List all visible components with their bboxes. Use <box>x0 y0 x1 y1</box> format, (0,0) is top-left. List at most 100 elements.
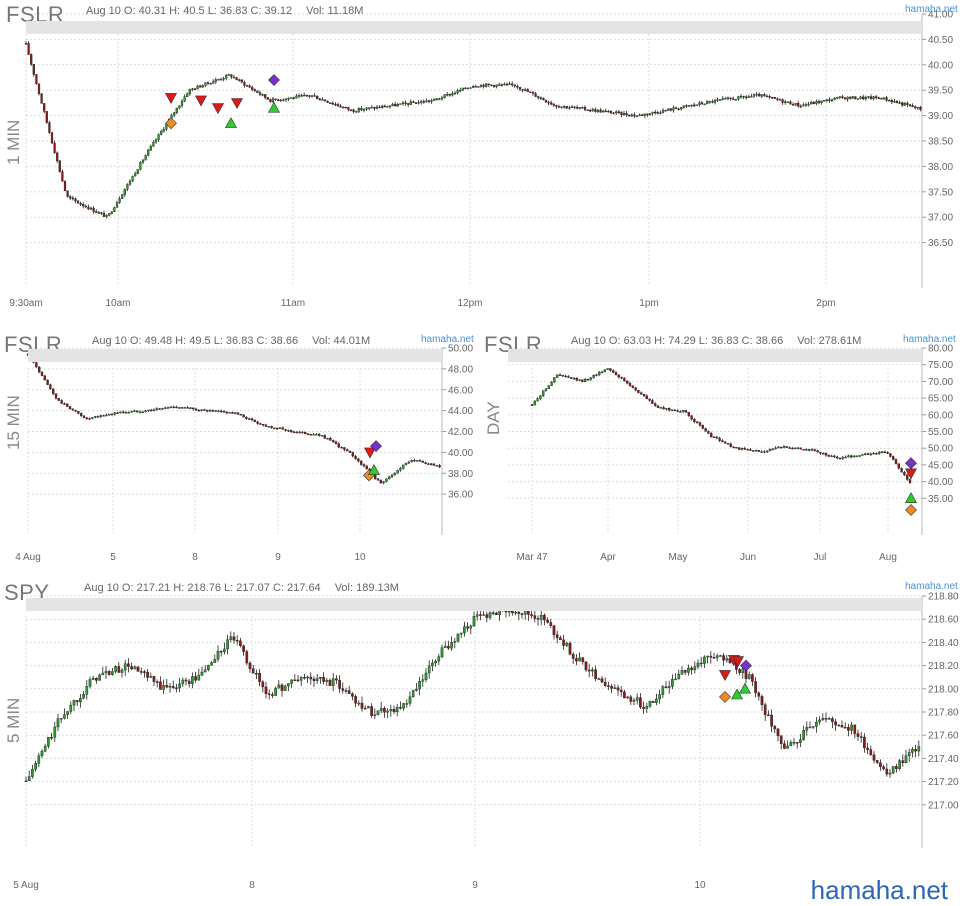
brand-link[interactable]: hamaha.net <box>905 581 958 592</box>
candle-down <box>735 447 738 449</box>
candle-up <box>584 379 587 382</box>
candle-up <box>479 84 483 87</box>
candle-down <box>754 681 757 694</box>
candle-up <box>277 684 281 689</box>
candle-up <box>399 103 402 105</box>
candle-up <box>841 457 844 459</box>
candle-up <box>440 97 444 100</box>
candle-down <box>251 668 255 674</box>
candle-up <box>661 686 665 695</box>
candle-down <box>292 431 296 433</box>
candle-up <box>373 714 377 717</box>
timeframe-label: 1 MIN <box>4 119 23 165</box>
candle-up <box>141 159 145 163</box>
y-tick-label: 41.00 <box>928 10 953 21</box>
candle-down <box>600 678 604 683</box>
candle-down <box>656 112 659 114</box>
candle-down <box>300 95 303 97</box>
candle-up <box>207 664 210 671</box>
candle-up <box>578 379 581 381</box>
candle-up <box>917 746 921 752</box>
y-tick-label: 37.50 <box>928 187 953 198</box>
y-tick-label: 218.80 <box>928 592 959 603</box>
candle-down <box>50 737 53 739</box>
candle-up <box>768 448 772 452</box>
candle-up <box>203 669 207 673</box>
footer-brand-logo[interactable]: hamaha.net <box>810 875 948 905</box>
candle-up <box>320 435 324 437</box>
candle-up <box>904 755 908 764</box>
chart-fslr-15min[interactable]: 36.00 38.00 40.00 42.00 44.00 46.00 48.00 50.00… <box>0 330 480 570</box>
candle-up <box>200 671 204 676</box>
chart-fslr-day[interactable]: 35.00 40.00 45.00 50.00 55.00 60.00 65.00 70.00… <box>480 330 960 570</box>
candle-down <box>274 98 277 100</box>
candle-up <box>645 705 649 709</box>
candle-up <box>598 371 601 376</box>
candle-down <box>136 666 140 672</box>
candle-down <box>281 427 284 430</box>
chart-fslr-1min[interactable]: 36.50 37.00 37.50 38.00 38.50 39.00 39.50 40.00… <box>0 0 960 318</box>
y-tick-label: 44.00 <box>448 406 473 417</box>
candle-down <box>505 83 509 86</box>
candle-up <box>836 97 839 99</box>
candle-up <box>893 101 896 103</box>
candle-up <box>152 409 156 411</box>
candle-down <box>799 447 802 450</box>
candle-up <box>661 109 665 113</box>
brand-link[interactable]: hamaha.net <box>905 4 958 15</box>
candle-up <box>602 110 605 113</box>
candle-up <box>789 742 793 747</box>
candle-up <box>682 105 685 108</box>
candle-down <box>732 98 735 100</box>
candle-up <box>747 96 750 98</box>
candle-down <box>564 375 567 378</box>
candle-up <box>565 643 569 646</box>
candle-up <box>284 98 288 100</box>
candle-up <box>319 677 322 679</box>
ohlc-readout: Aug 10 O: 40.31 H: 40.5 L: 36.83 C: 39.1… <box>86 5 363 17</box>
sell-marker <box>194 95 208 107</box>
candle-down <box>309 676 313 680</box>
candle-down <box>292 97 295 99</box>
y-tick-label: 46.00 <box>448 385 473 396</box>
candle-up <box>693 666 697 671</box>
candle-up <box>615 111 618 114</box>
candle-down <box>117 666 121 673</box>
brand-link[interactable]: hamaha.net <box>903 334 956 345</box>
candle-up <box>811 726 815 728</box>
candle-down <box>412 101 415 103</box>
candle-up <box>726 97 730 99</box>
ohlc-text: Aug 10 O: 63.03 H: 74.29 L: 36.83 C: 38.… <box>571 335 784 347</box>
candle-up <box>126 184 129 190</box>
candle-up <box>638 114 641 116</box>
chart-panel-fslr-1min: 36.50 37.00 37.50 38.00 38.50 39.00 39.50 40.00… <box>0 0 960 318</box>
candle-down <box>235 77 238 81</box>
candle-up <box>655 698 658 703</box>
candle-up <box>578 107 581 109</box>
candle-down <box>516 85 519 88</box>
close-marker <box>740 659 752 672</box>
y-tick-label: 217.60 <box>928 731 959 742</box>
brand-link[interactable]: hamaha.net <box>421 334 474 345</box>
candle-down <box>232 636 236 641</box>
chart-spy-5min[interactable]: 217.00 217.20 217.40 217.60 217.80 218.00 218.… <box>0 578 960 898</box>
candle-down <box>802 449 805 451</box>
candle-down <box>531 92 535 94</box>
candle-down <box>745 96 748 99</box>
candle-down <box>40 93 43 104</box>
candle-down <box>82 415 86 419</box>
candle-down <box>209 83 212 85</box>
candle-down <box>526 89 529 92</box>
candle-down <box>749 449 752 451</box>
candle-up <box>547 385 550 390</box>
candle-up <box>786 745 789 749</box>
candle-down <box>245 417 248 420</box>
candle-down <box>329 438 332 441</box>
candle-up <box>24 43 28 45</box>
candle-down <box>513 84 516 87</box>
candle-down <box>836 456 839 459</box>
candle-down <box>833 455 836 458</box>
candle-up <box>741 668 745 673</box>
candle-down <box>690 415 693 420</box>
candle-up <box>303 94 306 97</box>
